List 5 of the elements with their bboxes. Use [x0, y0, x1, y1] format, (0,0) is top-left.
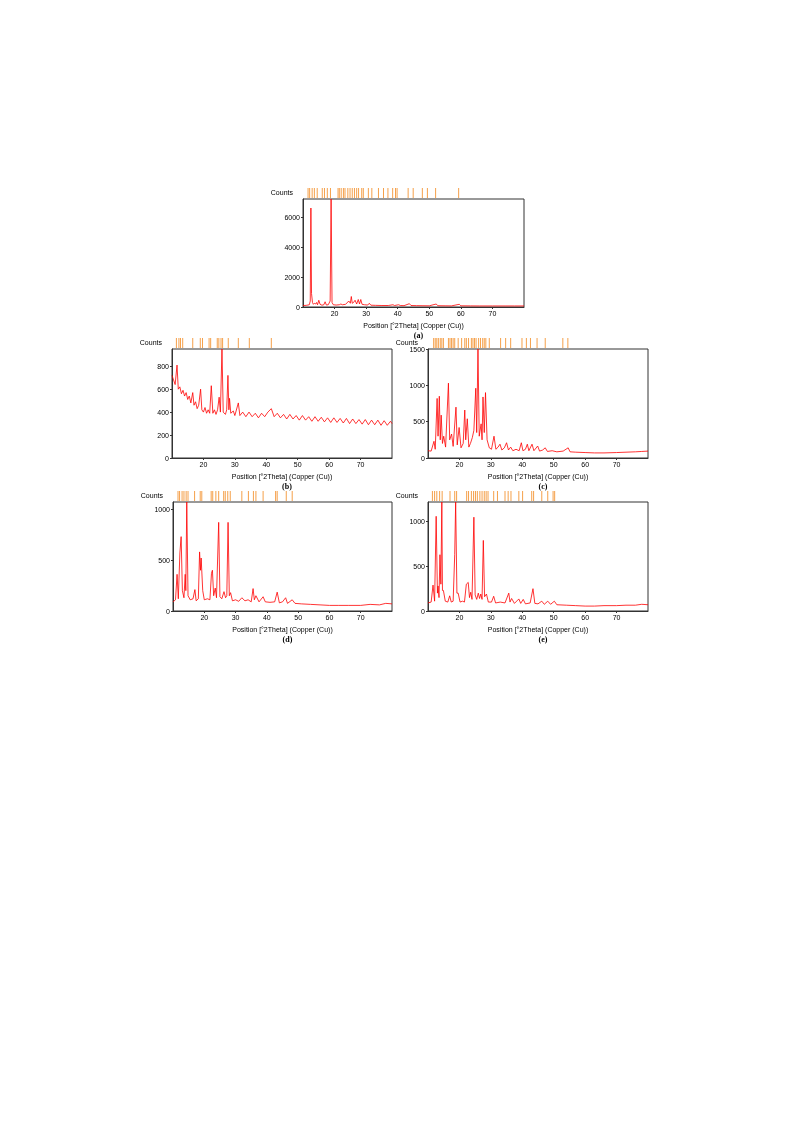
text: (d): [282, 634, 293, 644]
text: (b): [282, 481, 293, 491]
text: (e): [538, 634, 548, 644]
text: (c): [538, 481, 548, 491]
text: (a): [413, 330, 424, 340]
